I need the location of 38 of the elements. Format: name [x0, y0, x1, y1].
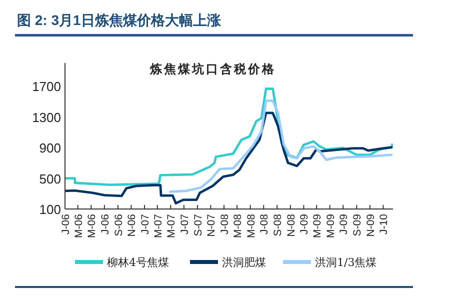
x-tick-label: J-08: [258, 214, 271, 234]
x-tick-label: J-07: [139, 214, 152, 234]
x-tick-label: S-06: [112, 214, 125, 236]
x-tick-label: J-07: [178, 214, 191, 234]
y-tick-label: 1700: [32, 79, 61, 94]
x-tick-label: M-07: [166, 214, 178, 238]
chart-title: 图 2: 3月1日炼焦煤价格大幅上涨: [17, 12, 222, 28]
x-tick-label: J-10: [378, 214, 390, 234]
line-series: [168, 99, 393, 193]
x-tick-label: N-09: [364, 214, 377, 237]
x-tick-label: S-09: [352, 214, 364, 236]
x-tick-label: M-08: [245, 214, 258, 238]
legend-label: 洪洞1/3焦煤: [315, 256, 377, 269]
x-tick-label: N-06: [126, 214, 138, 237]
x-tick-label: M-09: [324, 214, 337, 238]
x-tick-label: J-06: [60, 214, 72, 234]
x-tick-label: N-07: [206, 214, 218, 237]
y-tick-label: 1300: [32, 110, 61, 125]
x-tick-label: S-08: [272, 214, 284, 236]
y-tick-label: 900: [39, 140, 61, 156]
x-tick-label: S-07: [192, 214, 204, 236]
x-tick-label: J-09: [298, 214, 311, 234]
y-tick-label: 100: [39, 202, 61, 217]
legend-label: 柳林4号焦煤: [107, 256, 169, 269]
line-series: [65, 112, 393, 204]
x-tick-label: M-06: [86, 214, 98, 238]
x-tick-label: M-08: [232, 214, 244, 238]
x-tick-label: J-06: [99, 214, 112, 234]
x-tick-label: N-08: [285, 214, 298, 237]
x-tick-label: M-06: [72, 214, 85, 238]
x-tick-label: J-08: [218, 214, 231, 234]
x-tick-label: M-09: [312, 214, 324, 238]
legend-label: 洪洞肥煤: [222, 256, 266, 269]
chart-subtitle: 炼焦煤坑口含税价格: [149, 62, 276, 76]
line-series: [65, 88, 393, 186]
y-tick-label: 500: [39, 171, 61, 186]
x-tick-label: J-09: [338, 214, 350, 234]
x-tick-label: M-07: [152, 214, 164, 238]
